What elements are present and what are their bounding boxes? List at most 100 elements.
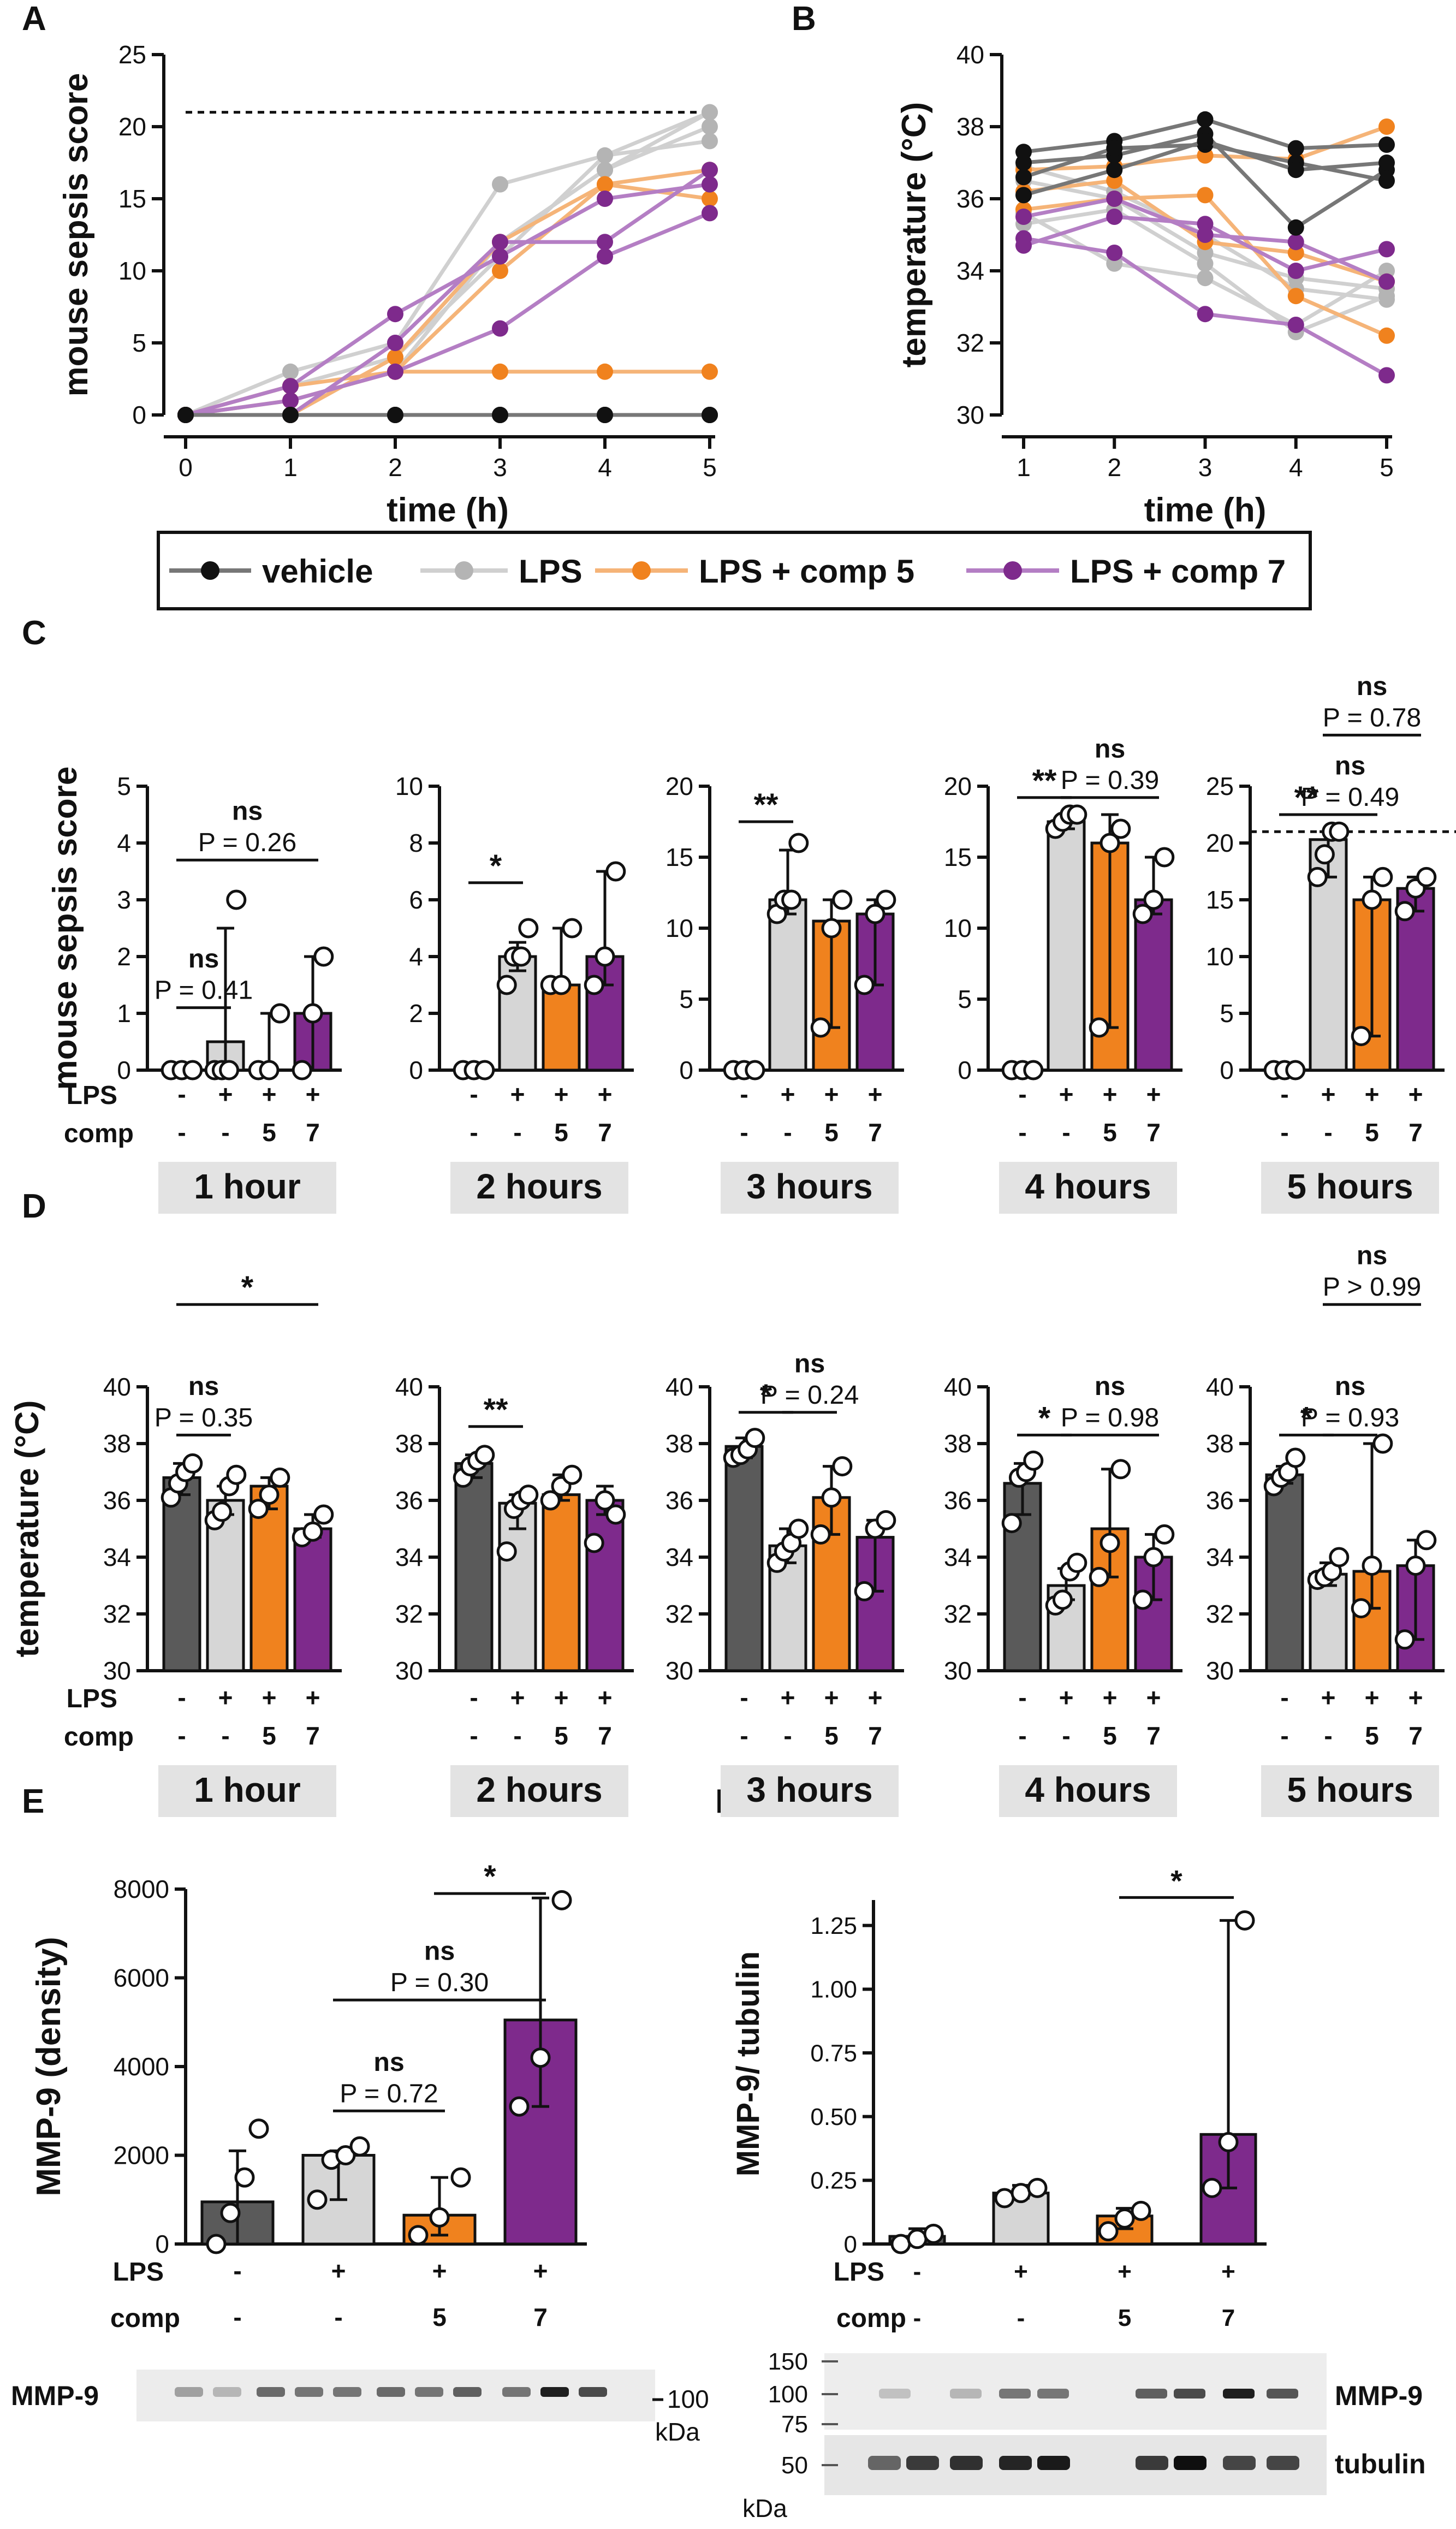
panel-c5-time-label: 5 hours [1287, 1167, 1413, 1206]
panel-d1-data-point-comp5 [259, 1485, 280, 1505]
panel-b-data-point-comp7 [1287, 263, 1304, 279]
panel-d5-time-box [1261, 1765, 1439, 1817]
panel-a-data-point-comp7 [492, 234, 508, 251]
panel-c4-data-point-vehicle [1023, 1060, 1044, 1081]
panel-b-y-label: temperature (°C) [895, 102, 933, 367]
panel-b-data-point-vehicle [1378, 136, 1395, 153]
legend-swatch-dot-lps [455, 561, 473, 580]
panel-d4-data-point-comp7 [1154, 1524, 1175, 1545]
panel-d3-comp-sign: 7 [868, 1721, 882, 1750]
panel-c3-data-point-lps [788, 833, 809, 853]
panel-c2-time-box [450, 1162, 628, 1214]
panel-c1-time-box [158, 1162, 336, 1214]
panel-f-comp-sign: 7 [1222, 2305, 1235, 2331]
panel-b-data-point-vehicle [1015, 169, 1032, 186]
blot-e-mmp9-band [333, 2387, 361, 2397]
panel-d3-y-tick-label: 40 [665, 1373, 693, 1401]
panel-d5-data-point-comp5 [1351, 1598, 1371, 1619]
panel-c2-y-tick-label: 6 [409, 886, 423, 914]
panel-d1-data-point-comp5 [270, 1467, 290, 1488]
panel-d5-comp-sign: 7 [1409, 1721, 1423, 1750]
panel-d2-bar-lps [498, 1501, 537, 1672]
panel-b-data-point-comp7 [1106, 209, 1123, 225]
panel-a-data-point-comp7 [702, 162, 718, 179]
panel-c2-data-point-comp5 [551, 975, 572, 995]
panel-d3-time-label: 3 hours [746, 1770, 872, 1809]
legend-swatch-dot-comp5 [632, 561, 651, 580]
blot-e-mmp9-label: MMP-9 [11, 2380, 99, 2411]
panel-a-x-tick-label: 3 [493, 453, 507, 482]
panel-c1-lps-sign: + [306, 1080, 320, 1108]
panel-d1-lps-sign: - [177, 1683, 186, 1712]
panel-d5-y-tick-label: 40 [1206, 1373, 1234, 1401]
chart-layer: ABCDEF0510152025012345time (h)mouse seps… [9, 0, 1456, 2522]
panel-d2-time-label: 2 hours [476, 1770, 602, 1809]
panel-e-y-tick-label: 4000 [114, 2052, 169, 2081]
panel-c5-data-point-comp5 [1372, 866, 1393, 887]
panel-a-y-tick-label: 15 [118, 185, 146, 213]
panel-b-x-tick-label: 2 [1107, 453, 1121, 482]
panel-c2-y-tick-label: 10 [395, 772, 423, 800]
panel-d1-time-box [158, 1765, 336, 1817]
panel-c-comp-row-label: comp [64, 1119, 134, 1148]
blot-f-tubulin-band [1136, 2456, 1168, 2470]
panel-d5-comp-sign: - [1324, 1721, 1332, 1750]
blot-f-unit: kDa [742, 2494, 787, 2522]
panel-d1-bar-vehicle [162, 1476, 201, 1672]
panel-c4-y-tick-label: 15 [944, 843, 972, 871]
panel-a-data-point-vehicle [597, 407, 613, 423]
panel-c3-y-tick-label: 15 [665, 843, 693, 871]
panel-b-data-point-lps [1197, 270, 1214, 287]
panel-e-y-tick-label: 2000 [114, 2141, 169, 2170]
panel-c3-lps-sign: + [824, 1080, 839, 1108]
panel-c3-data-point-comp7 [876, 889, 896, 910]
panel-d-lps-row-label: LPS [67, 1684, 117, 1713]
panel-d5-y-tick-label: 30 [1206, 1657, 1234, 1685]
panel-d5-y-tick-label: 36 [1206, 1486, 1234, 1515]
panel-d5-data-point-vehicle [1285, 1447, 1306, 1468]
panel-d4-data-point-comp5 [1100, 1533, 1120, 1553]
panel-e-significance-label: ns [424, 1937, 455, 1966]
panel-a-data-point-comp7 [282, 378, 299, 395]
panel-b-y-tick-label: 40 [956, 40, 984, 69]
panel-d5-data-point-comp7 [1405, 1556, 1426, 1576]
panel-c3-bar-lps [768, 898, 807, 1072]
panel-c3-lps-sign: - [740, 1080, 748, 1108]
panel-f-y-tick-label: 0.50 [810, 2104, 857, 2130]
panel-e-y-tick-label: 8000 [114, 1875, 169, 1903]
panel-d3-significance-label: * [760, 1378, 772, 1413]
panel-c5-comp-sign: - [1324, 1118, 1332, 1147]
panel-c2-bar-comp5 [542, 983, 581, 1072]
panel-c3-lps-sign: + [868, 1080, 883, 1108]
panel-c4-bar-comp7 [1134, 898, 1173, 1072]
panel-d3-comp-sign: - [783, 1721, 792, 1750]
panel-d2-data-point-comp5 [562, 1464, 583, 1485]
panel-d2-data-point-comp7 [605, 1504, 626, 1525]
panel-e-y-tick-label: 6000 [114, 1964, 169, 1992]
panel-d2-lps-sign: + [554, 1683, 569, 1712]
panel-d2-y-tick-label: 34 [395, 1543, 423, 1571]
panel-b-data-point-vehicle [1287, 140, 1304, 157]
panel-a-data-point-comp7 [702, 205, 718, 222]
panel-c3-data-point-comp7 [865, 904, 886, 924]
panel-d4-time-box [999, 1765, 1177, 1817]
panel-f-comp-row-label: comp [836, 2304, 906, 2333]
panel-c1-y-tick-label: 5 [117, 772, 131, 800]
panel-f-lps-row-label: LPS [834, 2258, 884, 2287]
panel-c2-lps-sign: + [598, 1080, 613, 1108]
panel-c3-comp-sign: - [740, 1118, 748, 1147]
panel-c1-comp-sign: - [177, 1118, 186, 1147]
panel-letter-a: A [22, 0, 46, 38]
panel-d3-y-tick-label: 34 [665, 1543, 693, 1571]
panel-d1-p-value: P = 0.35 [154, 1403, 253, 1432]
panel-d4-data-point-lps [1067, 1552, 1087, 1573]
panel-d2-bar-comp7 [585, 1499, 625, 1672]
panel-c5-comp-sign: 7 [1409, 1118, 1423, 1147]
panel-a-data-point-comp5 [597, 363, 613, 380]
panel-a-data-point-comp5 [702, 363, 718, 380]
panel-c4-data-point-comp7 [1154, 847, 1175, 868]
panel-a-data-point-vehicle [492, 407, 508, 423]
panel-e-data-point-vehicle [206, 2234, 227, 2254]
panel-d2-comp-sign: - [470, 1721, 478, 1750]
panel-f-significance-label: * [1170, 1863, 1182, 1897]
